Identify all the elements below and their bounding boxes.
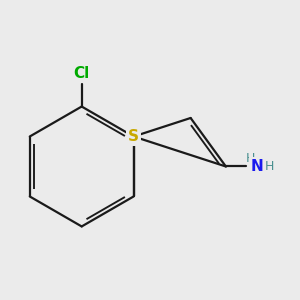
Text: Cl: Cl xyxy=(74,66,90,81)
Text: H: H xyxy=(264,160,274,173)
Text: N: N xyxy=(251,159,263,174)
Text: H: H xyxy=(246,152,255,165)
Text: S: S xyxy=(128,129,139,144)
